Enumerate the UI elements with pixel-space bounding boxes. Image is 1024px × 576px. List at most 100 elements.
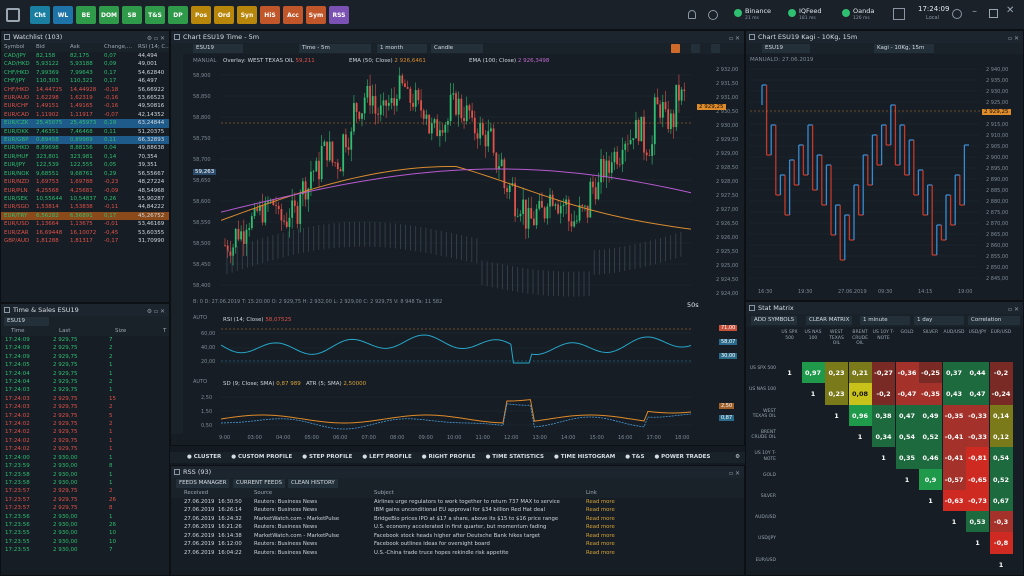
column-header[interactable]: Symbol: [4, 44, 25, 50]
tab-t-s[interactable]: ● T&S: [625, 454, 645, 460]
matrix-cell[interactable]: -0,41: [942, 447, 966, 470]
matrix-cell[interactable]: 0,49: [919, 404, 942, 427]
kagi-plot[interactable]: [750, 65, 990, 283]
price-plot[interactable]: [221, 67, 691, 323]
column-header[interactable]: Bid: [36, 44, 45, 50]
table-row[interactable]: EUR/NZD 1,69753 1,69788 -0,23 48,27224: [1, 178, 169, 186]
column-header[interactable]: Size: [115, 328, 127, 334]
table-row[interactable]: 17:23:58 2 930,00 1: [1, 479, 169, 487]
table-row[interactable]: 17:24:04 2 929,75 2: [1, 378, 169, 386]
timeframe-select[interactable]: Time - 5m: [299, 44, 371, 53]
add-symbols-button[interactable]: ADD SYMBOLS: [751, 316, 798, 325]
matrix-cell[interactable]: 0,23: [825, 362, 848, 384]
matrix-cell[interactable]: 0,53: [966, 511, 989, 534]
table-row[interactable]: 27.06.2019 16:14:38 MarketWatch.com - Mark…: [181, 532, 744, 541]
toolbar-button-wl[interactable]: WL: [53, 6, 73, 24]
matrix-cell[interactable]: 0,14: [989, 404, 1013, 427]
sd-auto-label[interactable]: AUTO: [193, 379, 208, 385]
matrix-cell[interactable]: 1: [942, 511, 966, 534]
matrix-cell[interactable]: -0,63: [942, 489, 966, 512]
toolbar-button-acc[interactable]: Acc: [283, 6, 303, 24]
kagi-type-select[interactable]: Kagi - 10Kg, 15m: [874, 44, 934, 53]
close-icon[interactable]: ✕: [1006, 5, 1015, 16]
toolbar-button-pos[interactable]: Pos: [191, 6, 211, 24]
table-row[interactable]: EUR/CAD 1,11902 1,11917 -0,07 42,14352: [1, 111, 169, 119]
toolbar-button-sym[interactable]: Sym: [306, 6, 326, 24]
table-row[interactable]: 27.06.2019 16:26:14 Reuters: Business News…: [181, 506, 744, 515]
matrix-cell[interactable]: 0,35: [895, 447, 919, 470]
legend-ema2[interactable]: EMA (100; Close) 2 926,3498: [469, 58, 549, 64]
panel-controls-icon[interactable]: ▫ ✕: [728, 35, 740, 42]
matrix-cell[interactable]: 0,52: [989, 468, 1013, 491]
matrix-cell[interactable]: 0,9: [919, 468, 942, 491]
table-row[interactable]: CHF/HKD 7,99369 7,99643 0,17 54,62840: [1, 69, 169, 77]
panel-controls-icon[interactable]: ⚙ ▫ ✕: [146, 35, 165, 42]
table-row[interactable]: EUR/HKD 8,89698 8,88156 0,04 49,88638: [1, 144, 169, 152]
panel-controls-icon[interactable]: ▫ ✕: [1007, 306, 1019, 313]
matrix-cell[interactable]: 1: [801, 383, 825, 406]
matrix-cell[interactable]: -0,33: [966, 404, 989, 427]
matrix-cell[interactable]: 0,21: [848, 362, 872, 384]
table-row[interactable]: 27.06.2019 16:30:50 Reuters: Business News…: [181, 498, 744, 507]
period-select[interactable]: 1 minute: [860, 316, 910, 325]
tab-time-histogram[interactable]: ● TIME HISTOGRAM: [554, 454, 616, 460]
column-header[interactable]: Source: [254, 490, 273, 496]
legend-overlay[interactable]: Overlay: WEST TEXAS OIL 59,211: [223, 58, 315, 64]
toolbar-button-his[interactable]: HiS: [260, 6, 280, 24]
table-row[interactable]: 17:24:05 2 929,75 1: [1, 361, 169, 369]
column-header[interactable]: RSI (14; C...: [138, 44, 170, 50]
toolbar-button-ts[interactable]: T&S: [145, 6, 165, 24]
table-row[interactable]: EUR/USD 1,13664 1,13675 -0,01 53,46169: [1, 220, 169, 228]
matrix-cell[interactable]: 1: [966, 532, 989, 555]
table-row[interactable]: EUR/TRY 6,56282 6,56891 0,17 45,26752: [1, 211, 169, 221]
user-icon[interactable]: [952, 9, 962, 19]
clear-matrix-button[interactable]: CLEAR MATRIX: [806, 316, 853, 325]
panel-controls-icon[interactable]: ⚙ ▫ ✕: [146, 308, 165, 315]
draw-icon[interactable]: [691, 44, 700, 53]
matrix-cell[interactable]: 1: [919, 489, 942, 512]
matrix-cell[interactable]: 1: [825, 404, 848, 427]
matrix-cell[interactable]: 0,54: [895, 425, 919, 448]
toolbar-button-dp[interactable]: DP: [168, 6, 188, 24]
table-row[interactable]: CHF/HKD 14,44725 14,44928 -0,18 56,66922: [1, 86, 169, 94]
column-header[interactable]: Received: [184, 490, 209, 496]
matrix-cell[interactable]: 0,54: [989, 447, 1013, 470]
matrix-cell[interactable]: -0,27: [872, 362, 895, 384]
column-header[interactable]: Time: [11, 328, 25, 334]
tab-left-profile[interactable]: ● LEFT PROFILE: [362, 454, 412, 460]
matrix-cell[interactable]: 0,08: [848, 383, 872, 406]
table-row[interactable]: EUR/AUD 1,62298 1,62319 -0,16 53,66523: [1, 94, 169, 102]
table-row[interactable]: 17:23:55 2 930,00 7: [1, 546, 169, 554]
table-row[interactable]: 27.06.2019 16:21:26 Reuters: Business News…: [181, 523, 744, 532]
table-row[interactable]: 17:24:02 2 929,75 1: [1, 437, 169, 445]
chart-symbol-input[interactable]: ESU19: [193, 44, 243, 53]
table-row[interactable]: 17:23:57 2 929,75 26: [1, 496, 169, 504]
matrix-cell[interactable]: -0,57: [942, 468, 966, 491]
table-row[interactable]: EUR/PLN 4,25568 4,25681 -0,09 48,54968: [1, 187, 169, 195]
link-icon[interactable]: [671, 44, 680, 53]
read-more-link[interactable]: Read more: [586, 524, 615, 530]
column-header[interactable]: Link: [586, 490, 597, 496]
table-row[interactable]: 17:23:59 2 930,00 8: [1, 462, 169, 470]
matrix-cell[interactable]: -0,3: [989, 511, 1013, 534]
table-row[interactable]: 17:23:57 2 929,75 8: [1, 504, 169, 512]
toolbar-button-be[interactable]: BE: [76, 6, 96, 24]
matrix-cell[interactable]: -0,73: [966, 489, 989, 512]
read-more-link[interactable]: Read more: [586, 532, 615, 539]
tab-custom-profile[interactable]: ● CUSTOM PROFILE: [231, 454, 293, 460]
sd-plot[interactable]: [221, 389, 691, 433]
settings-icon[interactable]: [711, 44, 720, 53]
toolbar-button-rss[interactable]: RSS: [329, 6, 349, 24]
read-more-link[interactable]: Read more: [586, 515, 615, 522]
matrix-cell[interactable]: 0,12: [989, 425, 1013, 448]
matrix-cell[interactable]: -0,81: [966, 447, 989, 470]
table-row[interactable]: 17:23:56 2 930,00 26: [1, 521, 169, 529]
table-row[interactable]: 17:24:00 2 930,00 1: [1, 454, 169, 462]
column-header[interactable]: Ask: [70, 44, 80, 50]
current-feeds-button[interactable]: CURRENT FEEDS: [233, 479, 286, 488]
table-row[interactable]: EUR/SEK 10,55644 10,54837 0,26 55,90287: [1, 195, 169, 203]
column-header[interactable]: T: [163, 328, 167, 334]
matrix-cell[interactable]: 0,96: [848, 404, 872, 427]
table-row[interactable]: EUR/SGD 1,53814 1,53838 -0,11 44,84222: [1, 203, 169, 211]
table-row[interactable]: 17:23:55 2 930,00 10: [1, 538, 169, 546]
